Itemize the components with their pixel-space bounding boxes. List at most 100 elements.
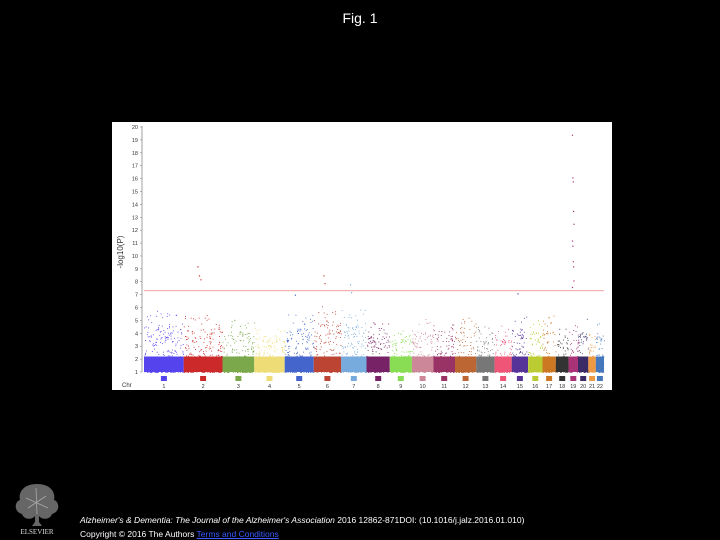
snp-point (335, 336, 337, 338)
snp-point (161, 337, 163, 338)
snp-point (186, 349, 188, 351)
snp-point (424, 371, 426, 373)
snp-point (204, 338, 206, 340)
snp-point (503, 342, 505, 344)
snp-point (306, 341, 308, 343)
snp-point (576, 371, 578, 373)
snp-point (323, 312, 325, 314)
peak-point (350, 284, 352, 286)
snp-point (590, 343, 592, 345)
snp-point (209, 335, 211, 337)
snp-point (274, 342, 275, 344)
snp-point (148, 319, 150, 321)
snp-density-band (494, 356, 512, 372)
snp-point (539, 323, 540, 325)
snp-point (175, 343, 177, 345)
y-tick-label: 19 (132, 138, 138, 144)
snp-point (289, 351, 291, 353)
snp-point (380, 348, 382, 350)
snp-point (252, 342, 254, 344)
snp-point (558, 344, 560, 346)
snp-point (305, 330, 307, 331)
snp-point (370, 326, 372, 328)
snp-point (335, 338, 337, 340)
snp-point (511, 333, 513, 335)
snp-point (429, 334, 431, 336)
snp-point (149, 340, 151, 342)
snp-point (365, 322, 366, 324)
snp-point (388, 341, 390, 343)
snp-point (489, 354, 491, 356)
snp-point (180, 344, 182, 346)
snp-point (440, 352, 442, 354)
snp-point (465, 371, 467, 373)
snp-point (188, 372, 189, 373)
snp-point (335, 311, 336, 313)
snp-point (364, 372, 366, 373)
y-tick-label: 4 (135, 331, 138, 337)
snp-point (185, 315, 186, 317)
snp-point (231, 352, 233, 353)
snp-point (388, 345, 390, 346)
snp-point (579, 345, 581, 346)
legend-swatch-chr-4 (266, 376, 273, 381)
snp-point (184, 372, 186, 373)
snp-point (446, 341, 447, 342)
terms-and-conditions-link[interactable]: Terms and Conditions (196, 529, 279, 539)
snp-point (522, 335, 524, 337)
snp-point (560, 346, 561, 348)
snp-point (421, 332, 422, 334)
snp-point (444, 331, 446, 333)
legend-label-chr-6: 6 (326, 384, 329, 390)
legend-label-chr-3: 3 (237, 384, 240, 390)
snp-point (210, 332, 212, 334)
y-tick-label: 15 (132, 189, 138, 195)
snp-point (146, 334, 148, 336)
chromosome-points-layer (144, 134, 605, 373)
snp-point (452, 340, 453, 342)
snp-point (341, 310, 343, 311)
snp-point (242, 334, 244, 335)
snp-point (281, 372, 283, 373)
snp-point (514, 371, 516, 373)
snp-point (416, 345, 418, 347)
snp-point (553, 341, 554, 343)
snp-point (176, 351, 177, 353)
snp-point (586, 338, 588, 340)
snp-point (516, 372, 517, 373)
snp-point (221, 332, 223, 334)
snp-point (249, 372, 251, 373)
snp-point (512, 352, 514, 354)
snp-point (548, 355, 550, 357)
snp-point (537, 341, 539, 343)
snp-point (396, 342, 398, 344)
snp-point (599, 371, 601, 373)
snp-point (403, 339, 405, 341)
snp-point (575, 325, 576, 327)
snp-point (517, 333, 518, 335)
snp-point (356, 354, 358, 355)
snp-point (582, 343, 584, 345)
snp-point (162, 317, 164, 319)
snp-point (251, 348, 252, 350)
snp-point (265, 335, 267, 337)
snp-point (372, 342, 374, 343)
legend-swatch-chr-21 (589, 376, 596, 381)
snp-point (329, 371, 331, 373)
snp-point (255, 353, 257, 355)
snp-point (520, 371, 522, 373)
snp-point (352, 355, 354, 357)
snp-density-band (284, 356, 314, 372)
snp-point (569, 372, 571, 373)
snp-point (231, 325, 233, 327)
snp-point (573, 339, 575, 341)
y-tick-label: 9 (135, 267, 138, 273)
snp-point (190, 352, 192, 354)
snp-point (295, 347, 297, 349)
snp-point (254, 328, 256, 330)
snp-point (361, 335, 363, 337)
snp-point (327, 333, 329, 335)
snp-point (563, 355, 565, 357)
legend-swatch-chr-18 (559, 376, 566, 381)
snp-point (305, 348, 307, 350)
